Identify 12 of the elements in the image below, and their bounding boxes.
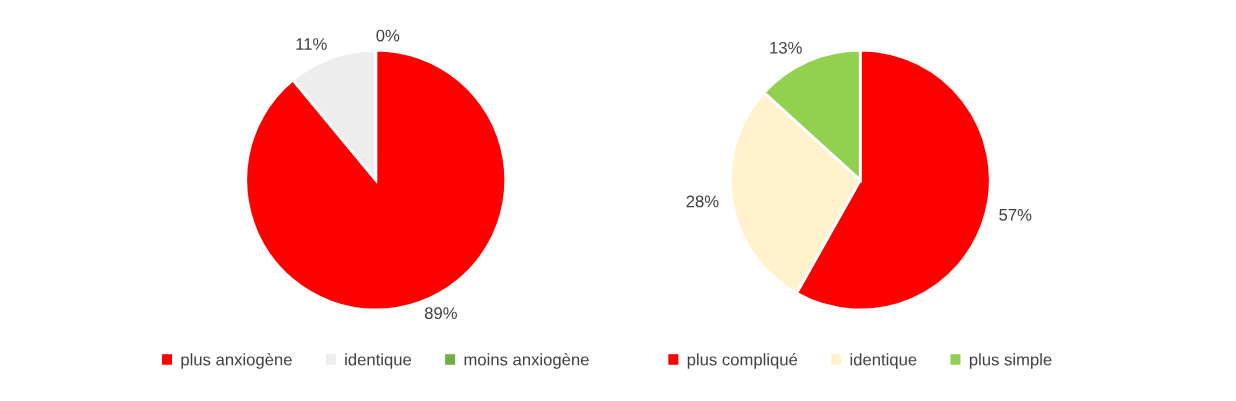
legend-label: moins anxiogène	[464, 353, 589, 369]
legend-label: plus compliqué	[687, 353, 798, 369]
legend-label: plus simple	[969, 353, 1052, 369]
data-label: 57%	[999, 209, 1032, 221]
legend-label: identique	[345, 353, 412, 369]
legend-label: identique	[850, 353, 917, 369]
data-label: 13%	[770, 41, 802, 54]
data-label: 11%	[296, 38, 327, 50]
data-label: 89%	[424, 307, 457, 320]
data-label: 28%	[686, 195, 719, 208]
legend-label: plus anxiogène	[181, 353, 292, 369]
text: 0%	[376, 29, 400, 42]
